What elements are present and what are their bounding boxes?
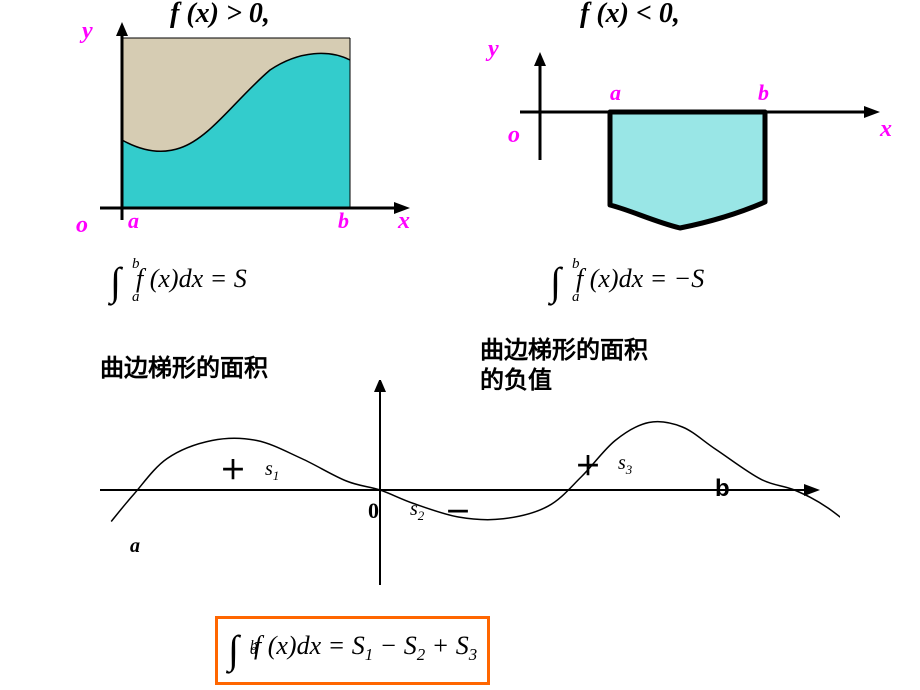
panel-c-b: b	[715, 475, 730, 503]
panel-b-origin: o	[508, 122, 520, 149]
panel-a-formula: ∫ b a f (x)dx = S	[110, 258, 247, 304]
panel-a-chart	[60, 20, 430, 250]
boxed-formula: ∫ b a f (x)dx = S1 − S2 + S3	[215, 616, 490, 685]
plus-s1: ＋	[220, 450, 246, 487]
plus-s3: ＋	[575, 446, 601, 483]
panel-b-y-label: y	[488, 36, 499, 63]
boxed-body: f (x)dx = S1 − S2 + S3	[254, 631, 477, 660]
panel-positive: f (x) > 0, y x o a b ∫ b a f (x)dx = S	[20, 0, 460, 320]
caption-right-1: 曲边梯形的面积	[480, 336, 648, 366]
panel-b-formula: ∫ b a f (x)dx = −S	[550, 258, 704, 304]
s1-label: s1	[265, 458, 279, 484]
panel-a-a: a	[128, 208, 139, 234]
panel-negative: f (x) < 0, y x o a b ∫ b a f (x)dx = −S	[470, 0, 920, 320]
panel-b-b: b	[758, 80, 769, 106]
panel-a-x-label: x	[398, 208, 410, 235]
minus-s2: －	[445, 492, 471, 529]
panel-c-a: a	[130, 535, 140, 558]
panel-a-origin: o	[76, 212, 88, 239]
title-b-text: f (x) < 0,	[580, 0, 680, 29]
panel-b-title: f (x) < 0,	[580, 0, 680, 30]
fa-int-body: f (x)dx = S	[136, 264, 247, 293]
s3-label: s3	[618, 452, 632, 478]
caption-left: 曲边梯形的面积	[100, 348, 268, 383]
panel-b-a: a	[610, 80, 621, 106]
fb-int-body: f (x)dx = −S	[576, 264, 704, 293]
panel-b-chart	[480, 30, 910, 260]
panel-a-b: b	[338, 208, 349, 234]
panel-b-x-label: x	[880, 116, 892, 143]
panel-a-y-label: y	[82, 18, 93, 45]
panel-combined: 0 a b ＋ s1 s2 － ＋ s3	[80, 380, 840, 620]
panel-c-zero: 0	[368, 498, 379, 524]
s2-label: s2	[410, 498, 424, 524]
